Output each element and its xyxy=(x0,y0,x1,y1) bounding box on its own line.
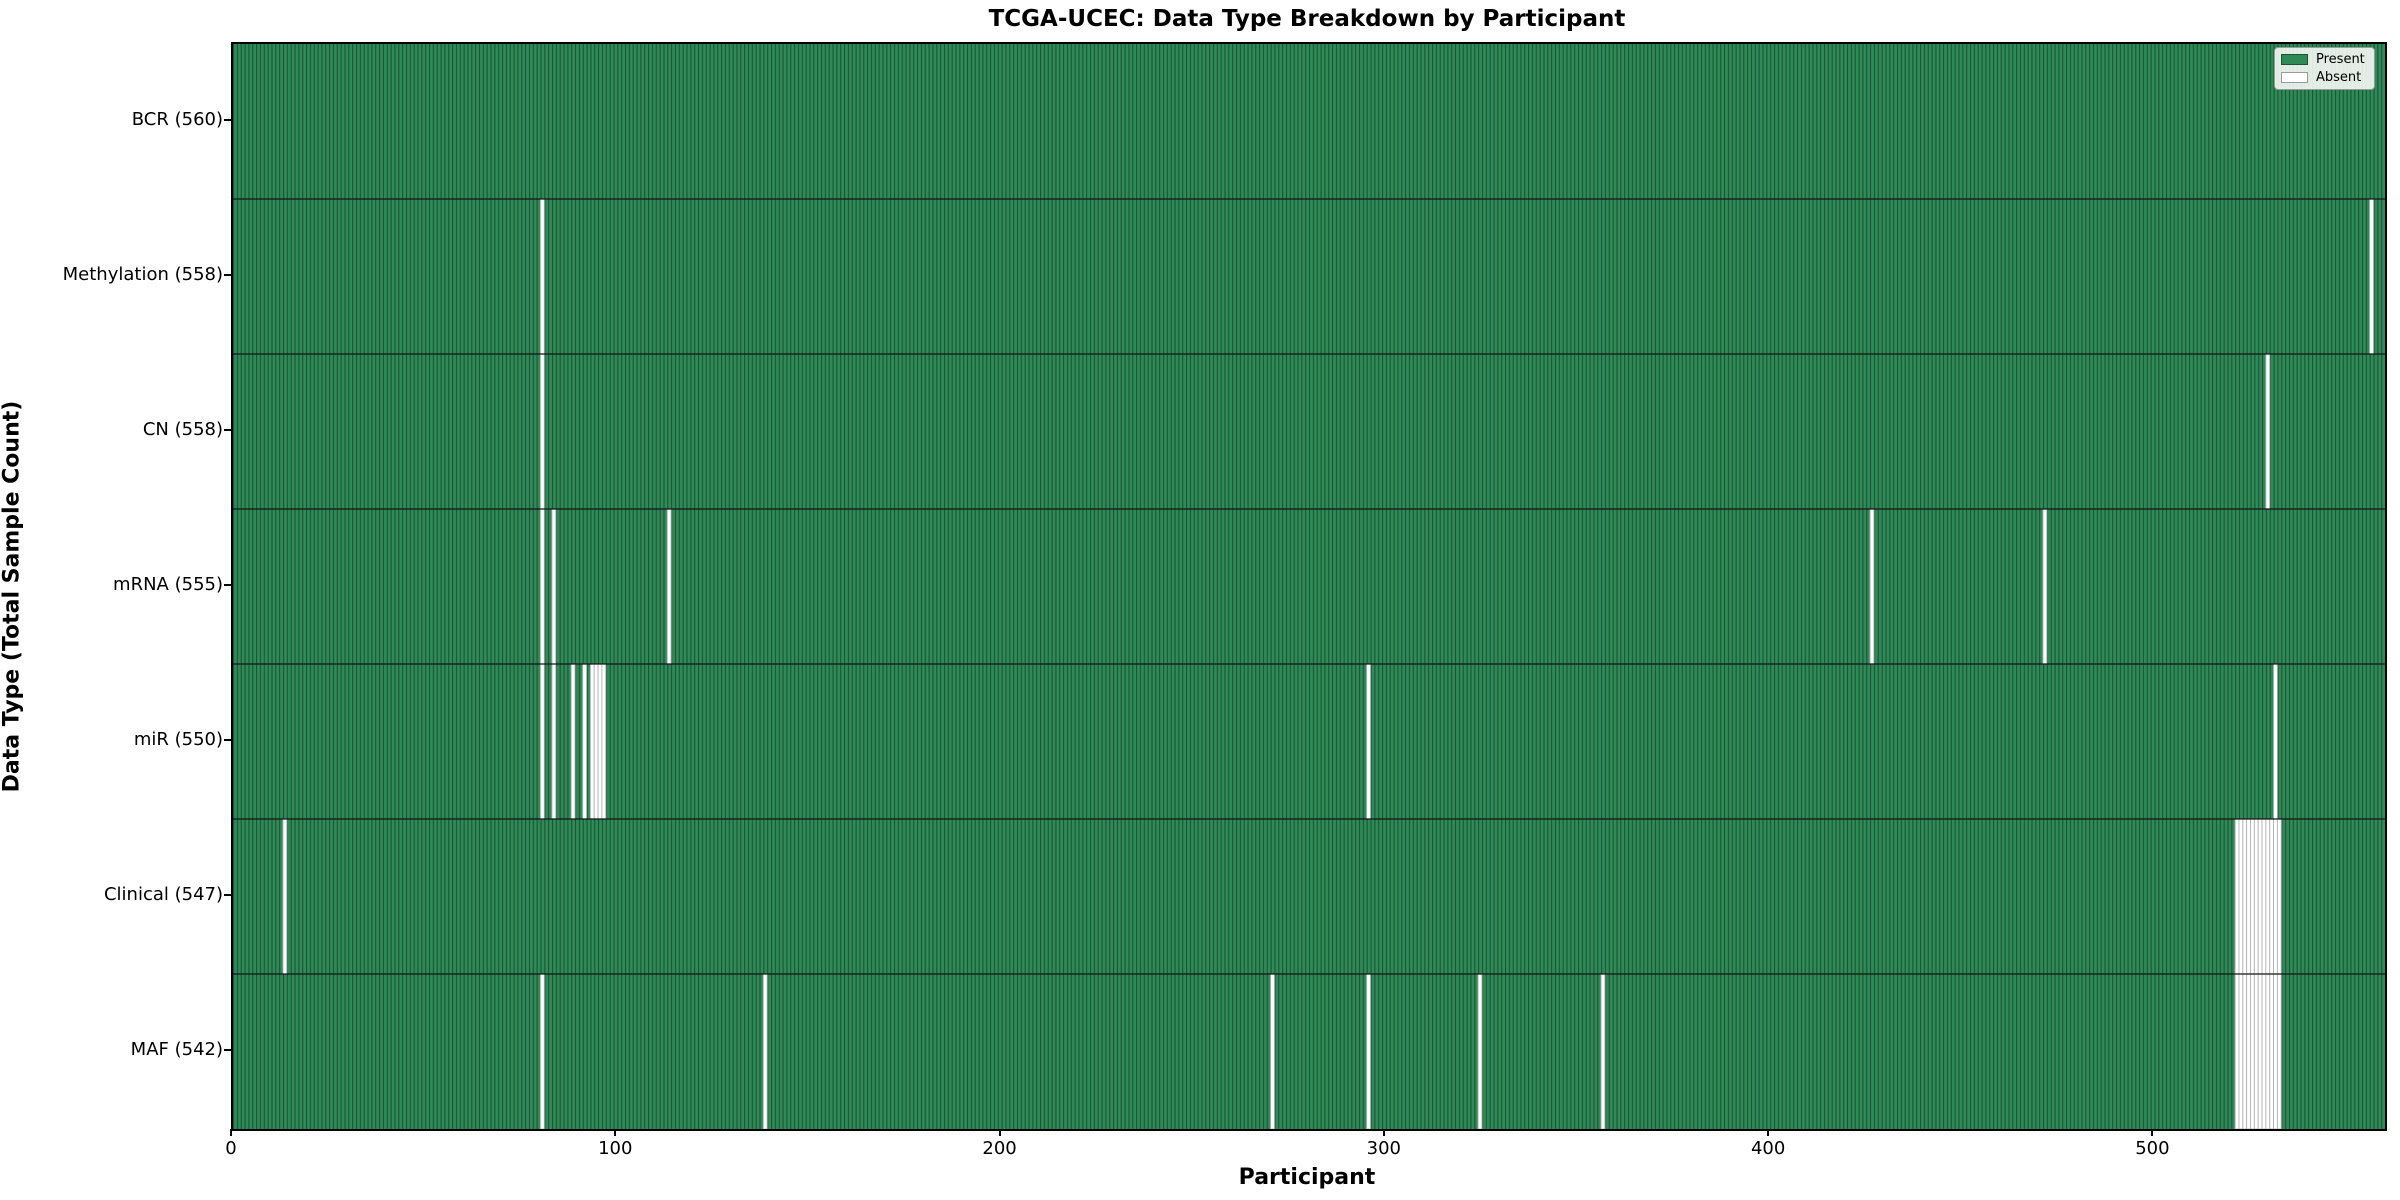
x-tick-label-400: 400 xyxy=(1750,1138,1786,1159)
absent-bar xyxy=(2253,818,2259,975)
y-tick-mark xyxy=(224,583,231,586)
absent-bar xyxy=(539,663,545,820)
y-tick-mark xyxy=(224,273,231,276)
absent-bar xyxy=(2242,818,2248,975)
absent-bar xyxy=(582,663,587,820)
legend-label-present: Present xyxy=(2316,52,2365,67)
present-swatch-icon xyxy=(2281,54,2308,65)
legend-label-absent: Absent xyxy=(2316,70,2362,85)
absent-bar xyxy=(2246,973,2251,1129)
absent-bar xyxy=(539,508,545,665)
chart-title: TCGA-UCEC: Data Type Breakdown by Partic… xyxy=(988,6,1626,32)
y-tick-mark xyxy=(224,893,231,896)
y-tick-label-methylation: Methylation (558) xyxy=(62,263,223,285)
absent-bar xyxy=(1600,973,1606,1129)
x-tick-mark xyxy=(2151,1129,2154,1136)
absent-bar xyxy=(2234,818,2240,975)
x-axis-label: Participant xyxy=(1238,1165,1376,1190)
x-tick-mark xyxy=(998,1129,1001,1136)
absent-bar xyxy=(2261,818,2267,975)
absent-bar xyxy=(597,663,603,820)
absent-bar xyxy=(2250,818,2255,975)
absent-bar xyxy=(2238,973,2244,1129)
x-tick-mark xyxy=(230,1129,232,1136)
absent-bar xyxy=(2265,818,2271,975)
y-tick-label-bcr: BCR (560) xyxy=(131,108,223,130)
absent-bar xyxy=(2257,973,2263,1129)
y-tick-label-maf: MAF (542) xyxy=(130,1038,223,1060)
absent-bar xyxy=(2265,353,2271,510)
absent-bar xyxy=(570,663,576,820)
y-tick-label-clinical: Clinical (547) xyxy=(103,883,223,905)
legend-item-present: Present xyxy=(2281,53,2365,66)
x-tick-label-300: 300 xyxy=(1366,1138,1402,1159)
x-tick-mark xyxy=(1382,1129,1385,1136)
absent-bar xyxy=(2269,818,2275,975)
absent-bar xyxy=(2253,973,2259,1129)
absent-bar xyxy=(2276,818,2282,975)
absent-bar xyxy=(666,508,672,665)
absent-bar xyxy=(2261,973,2267,1129)
y-tick-label-mrna: mRNA (555) xyxy=(113,573,223,595)
absent-bar xyxy=(2273,973,2278,1129)
absent-bar xyxy=(282,818,288,975)
absent-bar xyxy=(1270,973,1275,1129)
x-tick-mark xyxy=(1767,1129,1770,1136)
legend: Present Absent xyxy=(2274,47,2375,90)
y-tick-mark xyxy=(224,428,231,431)
plot-area xyxy=(231,42,2387,1131)
y-tick-mark xyxy=(224,738,231,741)
absent-bar xyxy=(1477,973,1483,1129)
absent-bar xyxy=(539,353,545,510)
absent-bar xyxy=(2042,508,2048,665)
absent-bar xyxy=(2250,973,2255,1129)
absent-bar xyxy=(1366,663,1371,820)
absent-bar xyxy=(2273,818,2278,975)
y-tick-mark xyxy=(224,1048,231,1051)
y-tick-label-cn: CN (558) xyxy=(142,418,223,440)
absent-bar xyxy=(2246,818,2251,975)
absent-bar xyxy=(2265,973,2271,1129)
absent-bar xyxy=(551,663,557,820)
absent-bar xyxy=(2257,818,2263,975)
absent-bar xyxy=(2238,818,2244,975)
absent-bar xyxy=(2276,973,2282,1129)
x-tick-label-500: 500 xyxy=(2135,1138,2170,1159)
heatmap-svg xyxy=(233,44,2385,1129)
absent-bar xyxy=(2242,973,2248,1129)
absent-bar xyxy=(551,508,557,665)
y-axis-label: Data Type (Total Sample Count) xyxy=(0,400,25,793)
absent-bar xyxy=(593,663,599,820)
absent-swatch-icon xyxy=(2281,72,2308,83)
absent-bar xyxy=(762,973,768,1129)
x-tick-mark xyxy=(614,1129,617,1136)
present-bars-background xyxy=(233,44,2385,1129)
absent-bar xyxy=(1869,508,1875,665)
y-tick-label-mir: miR (550) xyxy=(133,728,223,750)
absent-bar xyxy=(2234,973,2240,1129)
absent-bar xyxy=(2269,973,2275,1129)
x-tick-label-0: 0 xyxy=(225,1138,237,1159)
absent-bar xyxy=(539,198,545,355)
x-tick-label-200: 200 xyxy=(982,1138,1017,1159)
y-tick-mark xyxy=(224,118,231,121)
absent-bar xyxy=(589,663,595,820)
absent-bar xyxy=(601,663,607,820)
absent-bar xyxy=(1366,973,1371,1129)
absent-bar xyxy=(2369,198,2374,355)
absent-bar xyxy=(2273,663,2278,820)
absent-bar xyxy=(539,973,545,1129)
legend-item-absent: Absent xyxy=(2281,71,2365,84)
x-tick-label-100: 100 xyxy=(598,1138,633,1159)
